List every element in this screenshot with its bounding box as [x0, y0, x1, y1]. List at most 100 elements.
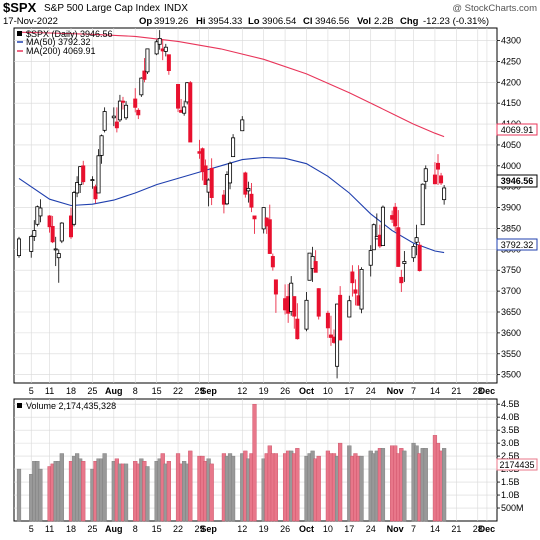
- volume-x-label: 29: [194, 524, 204, 534]
- candle: [157, 30, 162, 50]
- candle: [423, 165, 428, 190]
- candle: [270, 253, 275, 271]
- candle-body-up: [228, 162, 233, 184]
- candle-body-down: [396, 227, 401, 267]
- candle: [368, 245, 373, 277]
- price-tick-label: 3650: [501, 307, 521, 317]
- price-x-label: 24: [366, 386, 376, 396]
- volume-x-label: 28: [473, 524, 483, 534]
- candle: [47, 215, 52, 233]
- volume-bar: [423, 448, 428, 522]
- candle-body-down: [393, 206, 398, 227]
- volume-x-label: 19: [259, 524, 269, 534]
- candle-body-down: [81, 165, 86, 183]
- candle-body-down: [325, 312, 330, 329]
- candle: [154, 39, 159, 56]
- candle: [396, 210, 401, 267]
- candle: [102, 107, 107, 133]
- candle: [243, 171, 248, 198]
- candle: [68, 207, 73, 239]
- candle: [417, 241, 422, 272]
- candle-body-up: [402, 261, 407, 264]
- volume-x-label: 21: [451, 524, 461, 534]
- candle: [295, 303, 300, 340]
- candle: [420, 183, 425, 226]
- candle: [249, 182, 254, 213]
- candle: [393, 202, 398, 232]
- candle-body-up: [240, 119, 245, 132]
- candle-body-up: [96, 155, 101, 194]
- candle: [359, 267, 364, 314]
- candle-body-up: [53, 248, 58, 251]
- candle: [432, 162, 437, 185]
- candle: [347, 295, 352, 318]
- tag-ma50: 3792.32: [496, 238, 538, 251]
- candle-body-up: [90, 179, 95, 182]
- price-tick-label: 4250: [501, 56, 521, 66]
- candle: [414, 224, 419, 256]
- tag-ma50-box: [496, 238, 538, 251]
- candle-body-up: [442, 187, 447, 201]
- op-value: 3919.26: [154, 16, 188, 27]
- candle-body-down: [176, 83, 181, 109]
- candle: [99, 134, 104, 164]
- candle-body-down: [188, 82, 193, 143]
- candle: [136, 108, 141, 120]
- chg-label: Chg: [400, 16, 419, 27]
- candle-body-down: [114, 121, 119, 129]
- candle-body-up: [231, 137, 236, 158]
- volume-bar: [442, 448, 447, 522]
- candle: [380, 205, 385, 247]
- candle-body-up: [304, 299, 309, 330]
- candle-body-down: [267, 219, 272, 254]
- candle-body-up: [163, 46, 168, 52]
- candle: [38, 199, 43, 223]
- candle: [16, 236, 21, 258]
- volume-bar: [338, 442, 343, 522]
- candle-body-up: [157, 38, 162, 45]
- price-x-label: 11: [45, 386, 54, 396]
- legend-price-swatch: [17, 31, 22, 36]
- volume-bar: [81, 461, 86, 522]
- chg-value: -12.23 (-0.31%): [423, 16, 489, 27]
- candle-body-up: [139, 77, 144, 96]
- candle: [166, 54, 171, 75]
- candle-body-down: [47, 215, 52, 228]
- candle-body-down: [243, 172, 248, 195]
- volume-x-label: Oct: [299, 524, 314, 534]
- volume-x-label: 5: [29, 524, 34, 534]
- volume-tick-label: 1.0B: [501, 490, 520, 500]
- price-panel: [13, 27, 498, 384]
- candle: [240, 116, 245, 132]
- price-x-label: Dec: [479, 386, 496, 396]
- candle-body-down: [203, 165, 208, 186]
- volume-x-label: 11: [45, 524, 54, 534]
- price-x-label: 12: [237, 386, 247, 396]
- candle: [273, 279, 278, 313]
- price-x-label: 29: [194, 386, 204, 396]
- ma200-layer: [18, 31, 445, 138]
- price-x-label: 5: [29, 386, 34, 396]
- volume-tick-label: 3.0B: [501, 438, 520, 448]
- candle-body-down: [252, 215, 257, 220]
- volume-bar: [102, 453, 107, 522]
- volume-bar: [209, 463, 214, 522]
- candle-body-up: [380, 206, 385, 246]
- header-date: 17-Nov-2022: [3, 16, 58, 27]
- volume-bars: [16, 403, 447, 522]
- cl-label: Cl: [303, 16, 313, 27]
- price-tick-label: 4050: [501, 140, 521, 150]
- price-x-label: 28: [473, 386, 483, 396]
- volume-tick-label: 4.5B: [501, 399, 520, 409]
- volume-bar: [16, 468, 22, 522]
- header-symbol: $SPX: [3, 0, 37, 15]
- candle: [304, 291, 309, 332]
- price-x-label: 25: [87, 386, 97, 396]
- candle: [114, 107, 119, 133]
- candle-body-down: [273, 279, 278, 295]
- price-x-label: 10: [323, 386, 333, 396]
- candle: [203, 159, 208, 186]
- volume-x-label: 14: [430, 524, 440, 534]
- price-tick-label: 3900: [501, 203, 521, 213]
- lo-label: Lo: [248, 16, 260, 27]
